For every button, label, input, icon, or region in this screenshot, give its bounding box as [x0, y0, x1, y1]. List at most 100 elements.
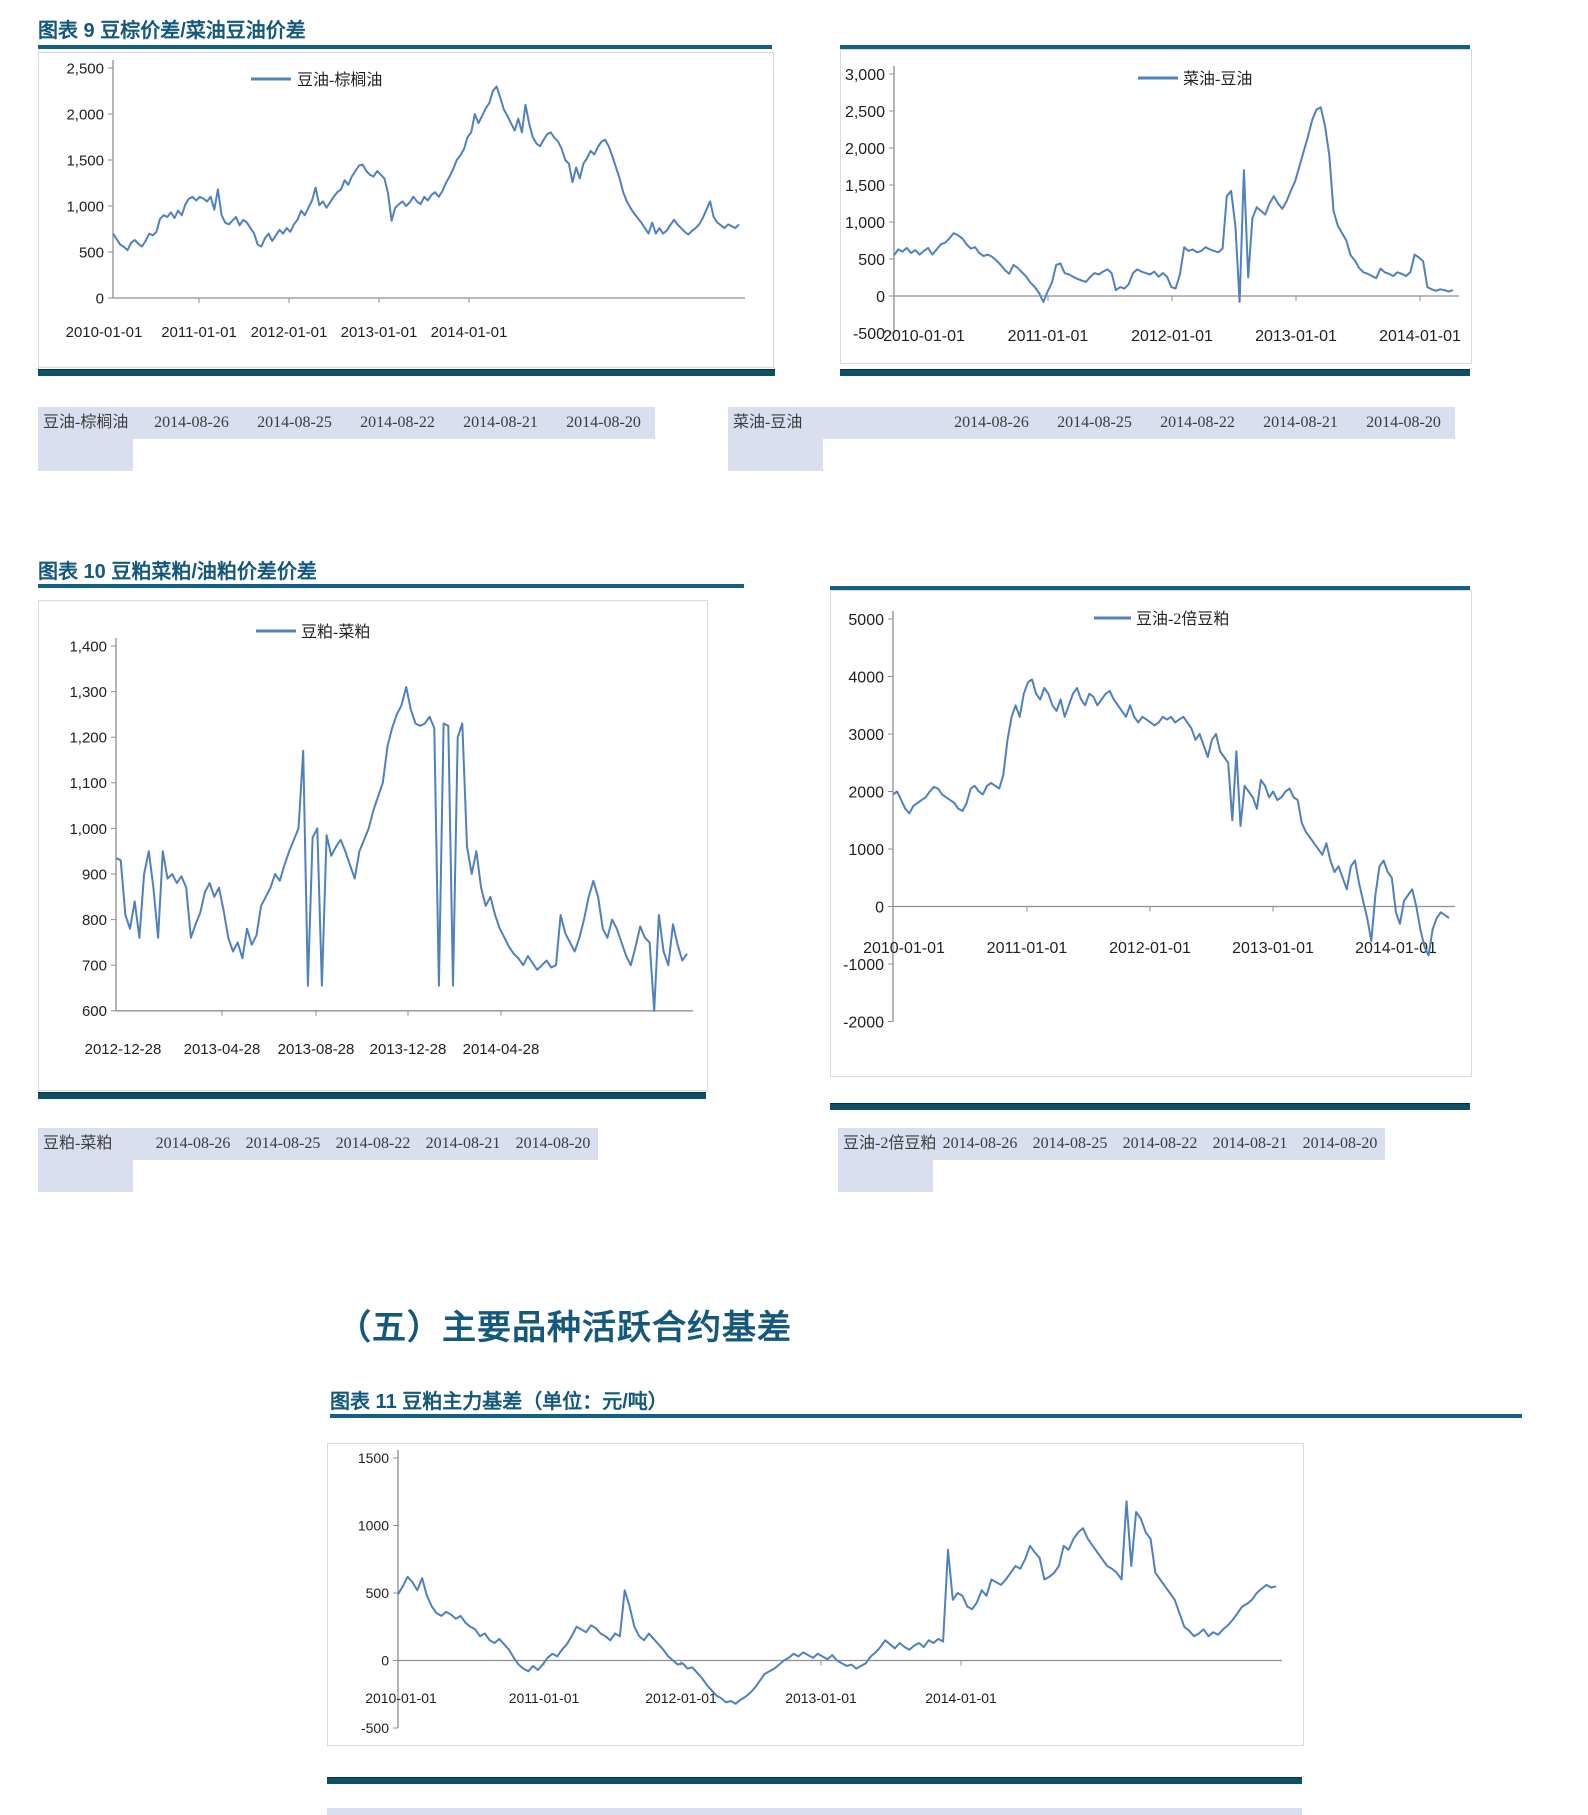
table-value-row: [38, 1160, 598, 1192]
table-series-name-cell: 豆油-棕榈油: [38, 407, 140, 439]
table-date-cell: 2014-08-20: [1295, 1128, 1385, 1160]
line-chart-canvas: 1,400 1,300 1,200 1,100 1,000 900 800 700 600 201…: [69, 623, 693, 1058]
soymeal-rapemeal-spread-chart: 1,400 1,300 1,200 1,100 1,000 900 800 700 600 201…: [38, 600, 708, 1091]
svg-text:500: 500: [366, 1585, 390, 1601]
svg-text:1000: 1000: [358, 1518, 389, 1534]
table-empty-cell: [728, 439, 823, 471]
soyoil-palmoil-spread-table: 豆油-棕榈油 2014-08-26 2014-08-25 2014-08-22 2014…: [38, 407, 655, 471]
next-table-cut-off-strip: [327, 1808, 1302, 1815]
soyoil-2x-soymeal-spread-table: 豆油-2倍豆粕 2014-08-26 2014-08-25 2014-08-22 201…: [838, 1128, 1385, 1192]
svg-text:1,500: 1,500: [845, 178, 885, 195]
table-header-row: 豆油-2倍豆粕 2014-08-26 2014-08-25 2014-08-22 201…: [838, 1128, 1385, 1160]
svg-text:2014-04-28: 2014-04-28: [463, 1041, 540, 1058]
svg-text:2,500: 2,500: [845, 104, 885, 121]
table-date-cell: 2014-08-21: [418, 1128, 508, 1160]
table-date-cell: 2014-08-26: [940, 407, 1043, 439]
svg-text:2012-12-28: 2012-12-28: [85, 1041, 162, 1058]
svg-text:3000: 3000: [848, 727, 884, 744]
line-chart-canvas: 5000 4000 3000 2000 1000 0 -1000 -2000 2010-01-0…: [843, 610, 1455, 1031]
line-chart-canvas: 1500 1000 500 0 -500 2010-01-01 2011-01-01 2012…: [358, 1450, 1282, 1736]
svg-text:2013-01-01: 2013-01-01: [785, 1690, 857, 1706]
figure9-title-underline: [38, 45, 772, 49]
bottom-divider: [327, 1777, 1302, 1784]
table-date-cell: 2014-08-26: [140, 407, 243, 439]
svg-text:豆油-棕榈油: 豆油-棕榈油: [297, 71, 382, 89]
soymeal-rapemeal-spread-table: 豆粕-菜粕 2014-08-26 2014-08-25 2014-08-22 2014-…: [38, 1128, 598, 1192]
svg-text:0: 0: [875, 899, 884, 916]
svg-text:2014-01-01: 2014-01-01: [925, 1690, 997, 1706]
svg-text:-2000: -2000: [843, 1014, 884, 1031]
svg-text:2012-01-01: 2012-01-01: [251, 324, 328, 341]
table-date-cell: 2014-08-26: [935, 1128, 1025, 1160]
svg-text:2012-01-01: 2012-01-01: [1109, 940, 1191, 957]
table-date-cell: 2014-08-22: [328, 1128, 418, 1160]
svg-text:2012-01-01: 2012-01-01: [1131, 328, 1213, 345]
svg-text:1500: 1500: [358, 1450, 389, 1466]
svg-text:2013-01-01: 2013-01-01: [341, 324, 418, 341]
svg-text:2010-01-01: 2010-01-01: [66, 324, 143, 341]
svg-text:2011-01-01: 2011-01-01: [509, 1690, 580, 1706]
svg-text:1,000: 1,000: [66, 198, 104, 215]
svg-text:5000: 5000: [848, 612, 884, 629]
svg-text:2013-08-28: 2013-08-28: [278, 1041, 355, 1058]
soyoil-palmoil-spread-chart: 2,500 2,000 1,500 1,000 500 0 2010-01-01 2011-0…: [38, 52, 774, 368]
soyoil-2x-soymeal-chart-top-border: [830, 586, 1470, 590]
svg-text:豆粕-菜粕: 豆粕-菜粕: [301, 623, 370, 641]
svg-text:2010-01-01: 2010-01-01: [883, 328, 965, 345]
rapeoil-soyoil-chart-top-border: [840, 45, 1470, 49]
table-value-row: [38, 439, 655, 471]
svg-text:1,000: 1,000: [69, 821, 107, 838]
svg-text:0: 0: [381, 1653, 389, 1669]
svg-text:1,000: 1,000: [845, 215, 885, 232]
table-date-cell: 2014-08-20: [1352, 407, 1455, 439]
svg-text:2013-12-28: 2013-12-28: [370, 1041, 447, 1058]
svg-text:-500: -500: [853, 326, 885, 343]
line-chart-canvas: 3,000 2,500 2,000 1,500 1,000 500 0 -5002010-01…: [845, 66, 1461, 345]
svg-text:-500: -500: [361, 1720, 389, 1736]
svg-text:2014-01-01: 2014-01-01: [1379, 328, 1461, 345]
svg-text:2010-01-01: 2010-01-01: [365, 1690, 437, 1706]
svg-text:2,000: 2,000: [845, 141, 885, 158]
svg-text:2010-01-01: 2010-01-01: [863, 940, 945, 957]
soymeal-main-basis-chart: 1500 1000 500 0 -500 2010-01-01 2011-01-01 2012…: [327, 1443, 1304, 1746]
table-series-name-cell: 豆油-2倍豆粕: [838, 1128, 935, 1160]
svg-text:1000: 1000: [848, 842, 884, 859]
svg-text:4000: 4000: [848, 669, 884, 686]
table-series-name-cell: 豆粕-菜粕: [38, 1128, 148, 1160]
table-date-cell: 2014-08-25: [1025, 1128, 1115, 1160]
svg-text:600: 600: [82, 1003, 107, 1020]
table-empty-cell: [38, 1160, 133, 1192]
section-heading-basis: （五）主要品种活跃合约基差: [337, 1309, 792, 1347]
table-header-row: 豆油-棕榈油 2014-08-26 2014-08-25 2014-08-22 2014…: [38, 407, 655, 439]
svg-text:2011-01-01: 2011-01-01: [987, 940, 1068, 957]
table-date-cell: 2014-08-26: [148, 1128, 238, 1160]
svg-text:800: 800: [82, 912, 107, 929]
figure10-title-underline: [38, 584, 744, 588]
table-date-cell: 2014-08-20: [508, 1128, 598, 1160]
table-value-row: [728, 439, 1455, 471]
svg-text:2014-01-01: 2014-01-01: [431, 324, 508, 341]
svg-text:1,200: 1,200: [69, 730, 107, 747]
soyoil-2x-soymeal-spread-chart: 5000 4000 3000 2000 1000 0 -1000 -2000 2010-01-0…: [830, 590, 1472, 1077]
svg-text:-1000: -1000: [843, 957, 884, 974]
svg-text:500: 500: [79, 244, 104, 261]
line-chart-canvas: 2,500 2,000 1,500 1,000 500 0 2010-01-01 2011-0…: [66, 60, 745, 341]
table-header-row: 豆粕-菜粕 2014-08-26 2014-08-25 2014-08-22 2014-…: [38, 1128, 598, 1160]
svg-text:500: 500: [858, 252, 885, 269]
table-header-row: 菜油-豆油 2014-08-26 2014-08-25 2014-08-22 2014-…: [728, 407, 1455, 439]
figure11-title-underline: [330, 1414, 1522, 1418]
table-date-cell: 2014-08-21: [1249, 407, 1352, 439]
svg-text:菜油-豆油: 菜油-豆油: [1183, 70, 1252, 88]
svg-text:豆油-2倍豆粕: 豆油-2倍豆粕: [1136, 610, 1229, 628]
right-panel-divider-1: [840, 369, 1470, 376]
svg-text:2013-04-28: 2013-04-28: [184, 1041, 261, 1058]
table-value-row: [838, 1160, 1385, 1192]
svg-text:1,400: 1,400: [69, 638, 107, 655]
svg-text:0: 0: [96, 290, 104, 307]
table-date-cell: 2014-08-25: [1043, 407, 1146, 439]
table-date-cell: 2014-08-21: [449, 407, 552, 439]
table-series-name-cell: 菜油-豆油: [728, 407, 940, 439]
figure9-title: 图表 9 豆棕价差/菜油豆油价差: [38, 20, 306, 42]
table-date-cell: 2014-08-22: [1115, 1128, 1205, 1160]
svg-text:2014-01-01: 2014-01-01: [1355, 940, 1437, 957]
